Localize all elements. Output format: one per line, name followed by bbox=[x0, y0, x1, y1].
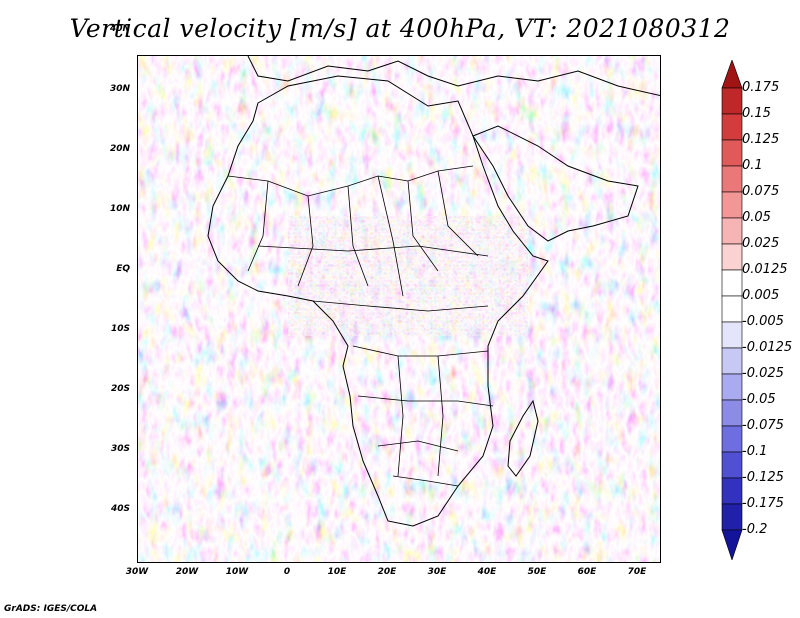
grads-credit: GrADS: IGES/COLA bbox=[4, 604, 98, 614]
lon-label-10e: 10E bbox=[327, 567, 347, 577]
colorbar-level-label: -0.2 bbox=[742, 522, 768, 537]
arabia-coastline bbox=[472, 125, 639, 242]
lon-label-0: 0 bbox=[283, 567, 291, 577]
colorbar-level-label: -0.05 bbox=[742, 392, 776, 407]
map-title: Vertical velocity [m/s] at 400hPa, VT: 2… bbox=[69, 14, 731, 43]
lon-label-30w: 30W bbox=[125, 567, 149, 577]
colorbar-level-label: -0.025 bbox=[742, 366, 784, 381]
europe-coastline bbox=[247, 56, 660, 97]
colorbar-level-label: -0.1 bbox=[742, 444, 768, 459]
map-panel[interactable] bbox=[137, 55, 661, 563]
velocity-field-map[interactable] bbox=[138, 56, 661, 563]
lat-label-20n: 20N bbox=[109, 144, 130, 154]
colorbar-segment bbox=[721, 191, 743, 219]
colorbar-segment bbox=[721, 451, 743, 479]
colorbar-level-label: -0.175 bbox=[742, 496, 784, 511]
lon-label-50e: 50E bbox=[527, 567, 547, 577]
colorbar-segment bbox=[721, 321, 743, 349]
colorbar-segment bbox=[721, 295, 743, 323]
colorbar bbox=[721, 60, 743, 560]
lat-label-30n: 30N bbox=[109, 84, 130, 94]
lat-label-eq: EQ bbox=[116, 264, 130, 274]
colorbar-segment bbox=[721, 269, 743, 297]
lat-label-20s: 20S bbox=[110, 384, 130, 394]
lon-label-60e: 60E bbox=[577, 567, 597, 577]
colorbar-level-label: 0.05 bbox=[742, 210, 771, 225]
colorbar-level-label: 0.1 bbox=[742, 158, 763, 173]
colorbar-segment bbox=[721, 87, 743, 115]
lon-label-70e: 70E bbox=[627, 567, 647, 577]
lon-label-20w: 20W bbox=[175, 567, 199, 577]
colorbar-level-label: 0.0125 bbox=[742, 262, 788, 277]
lon-label-20e: 20E bbox=[377, 567, 397, 577]
lat-label-10s: 10S bbox=[110, 324, 130, 334]
colorbar-segment bbox=[721, 165, 743, 193]
colorbar-segment bbox=[721, 347, 743, 375]
sahel-convective-zone bbox=[288, 216, 528, 336]
lat-label-10n: 10N bbox=[109, 204, 130, 214]
colorbar-segment bbox=[721, 139, 743, 167]
colorbar-level-label: -0.075 bbox=[742, 418, 784, 433]
colorbar-level-label: 0.005 bbox=[742, 288, 780, 303]
colorbar-bottom-arrow bbox=[721, 529, 743, 560]
colorbar-segment bbox=[721, 243, 743, 271]
colorbar-segment bbox=[721, 113, 743, 141]
madagascar-coastline bbox=[507, 399, 539, 477]
colorbar-level-label: -0.0125 bbox=[742, 340, 793, 355]
lon-label-10w: 10W bbox=[225, 567, 249, 577]
colorbar-segment bbox=[721, 373, 743, 401]
country-borders bbox=[227, 165, 494, 487]
lat-label-40s: 40S bbox=[110, 504, 130, 514]
colorbar-level-label: -0.125 bbox=[742, 470, 784, 485]
colorbar-level-label: -0.005 bbox=[742, 314, 784, 329]
colorbar-level-label: 0.15 bbox=[742, 106, 771, 121]
colorbar-level-label: 0.025 bbox=[742, 236, 780, 251]
colorbar-segment bbox=[721, 425, 743, 453]
colorbar-top-arrow bbox=[721, 60, 743, 89]
colorbar-segment bbox=[721, 399, 743, 427]
colorbar-segment bbox=[721, 503, 743, 531]
lat-label-40n: 40N bbox=[109, 24, 130, 34]
lon-label-40e: 40E bbox=[477, 567, 497, 577]
africa-coastline bbox=[207, 75, 549, 527]
colorbar-level-label: 0.175 bbox=[742, 80, 780, 95]
lat-label-30s: 30S bbox=[110, 444, 130, 454]
colorbar-level-label: 0.075 bbox=[742, 184, 780, 199]
colorbar-segment bbox=[721, 477, 743, 505]
colorbar-level-label: 0.125 bbox=[742, 132, 780, 147]
colorbar-segment bbox=[721, 217, 743, 245]
lon-label-30e: 30E bbox=[427, 567, 447, 577]
